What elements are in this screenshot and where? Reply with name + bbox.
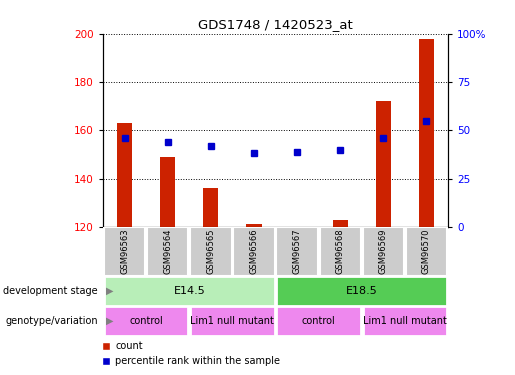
Text: Lim1 null mutant: Lim1 null mutant [363,316,447,326]
Text: control: control [302,316,336,326]
Bar [277,227,318,276]
Bar [333,220,348,227]
Bar [190,306,274,336]
Bar [104,227,145,276]
Bar [104,276,274,306]
Text: E14.5: E14.5 [174,286,205,296]
Text: control: control [129,316,163,326]
Text: GSM96569: GSM96569 [379,228,388,274]
Text: Lim1 null mutant: Lim1 null mutant [191,316,274,326]
Bar [203,188,218,227]
Text: ▶: ▶ [106,286,113,296]
Text: GSM96563: GSM96563 [120,228,129,274]
Text: GSM96564: GSM96564 [163,228,172,274]
Text: GSM96565: GSM96565 [207,228,215,274]
Bar [160,157,175,227]
Bar [319,227,361,276]
Bar [233,227,274,276]
Text: development stage: development stage [3,286,98,296]
Text: genotype/variation: genotype/variation [5,316,98,326]
Bar [376,101,391,227]
Bar [104,306,188,336]
Bar [190,227,232,276]
Title: GDS1748 / 1420523_at: GDS1748 / 1420523_at [198,18,353,31]
Text: E18.5: E18.5 [346,286,377,296]
Text: GSM96570: GSM96570 [422,228,431,274]
Legend: count, percentile rank within the sample: count, percentile rank within the sample [97,338,284,370]
Text: GSM96568: GSM96568 [336,228,345,274]
Bar [246,225,262,227]
Bar [363,306,447,336]
Text: GSM96566: GSM96566 [249,228,259,274]
Bar [406,227,447,276]
Bar [117,123,132,227]
Bar [277,276,447,306]
Bar [277,306,361,336]
Text: ▶: ▶ [106,316,113,326]
Bar [419,39,434,227]
Bar [363,227,404,276]
Text: GSM96567: GSM96567 [293,228,302,274]
Bar [147,227,188,276]
